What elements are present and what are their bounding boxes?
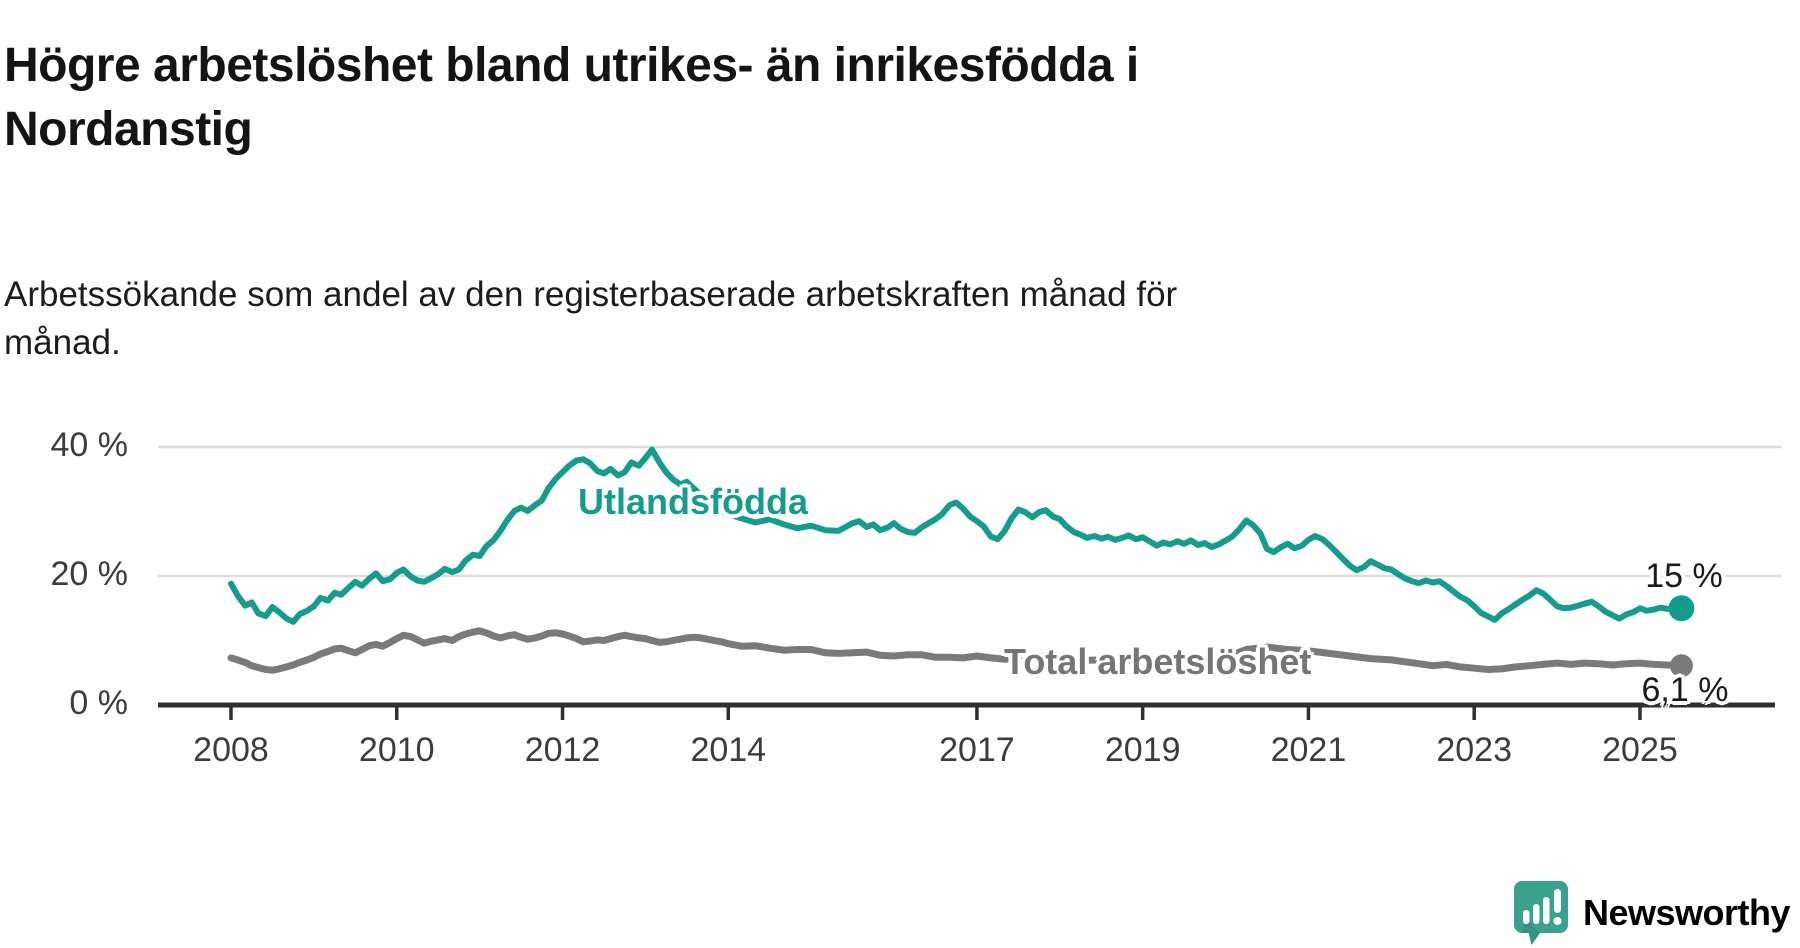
title-line-2: Nordanstig [4, 102, 253, 156]
series-line-total [227, 627, 1685, 674]
y-axis-label: 0 % [69, 684, 128, 722]
x-axis-label: 2025 [1602, 731, 1678, 769]
chart-subtitle: Arbetssökande som andel av den registerb… [4, 271, 1504, 366]
end-value-label-total: 6,1 % [1641, 671, 1729, 709]
series-label-total-arbetsloshet: Total arbetslöshet [1004, 641, 1312, 682]
subtitle-line-1: Arbetssökande som andel av den registerb… [4, 275, 1178, 314]
x-axis-label: 2021 [1270, 731, 1347, 769]
x-axis-label: 2010 [358, 731, 435, 769]
newsworthy-wordmark: Newsworthy [1582, 892, 1791, 933]
series-end-dot-total [1669, 654, 1693, 678]
series-label-utlandsfodda: Utlandsfödda [578, 481, 808, 522]
series-line-utlandsfodda [228, 446, 1685, 625]
x-axis-label: 2014 [690, 731, 767, 769]
x-axis-label: 2012 [524, 731, 601, 769]
y-axis-label: 40 % [50, 426, 129, 464]
x-axis-label: 2017 [939, 731, 1015, 769]
x-axis-label: 2008 [193, 731, 269, 769]
x-axis-label: 2023 [1436, 731, 1512, 769]
newsworthy-logo: Newsworthy [1513, 880, 1791, 946]
end-value-label-utlandsfodda: 15 % [1645, 557, 1723, 595]
x-axis-label: 2019 [1104, 731, 1181, 769]
subtitle-line-2: månad. [4, 322, 121, 362]
y-axis-label: 20 % [50, 555, 129, 593]
newsworthy-bubble-icon [1513, 881, 1568, 945]
series-end-dot-utlandsfodda [1668, 595, 1695, 622]
page-title: Högre arbetslöshet bland utrikes- än inr… [4, 34, 1604, 161]
title-line-1: Högre arbetslöshet bland utrikes- än inr… [4, 39, 1139, 93]
